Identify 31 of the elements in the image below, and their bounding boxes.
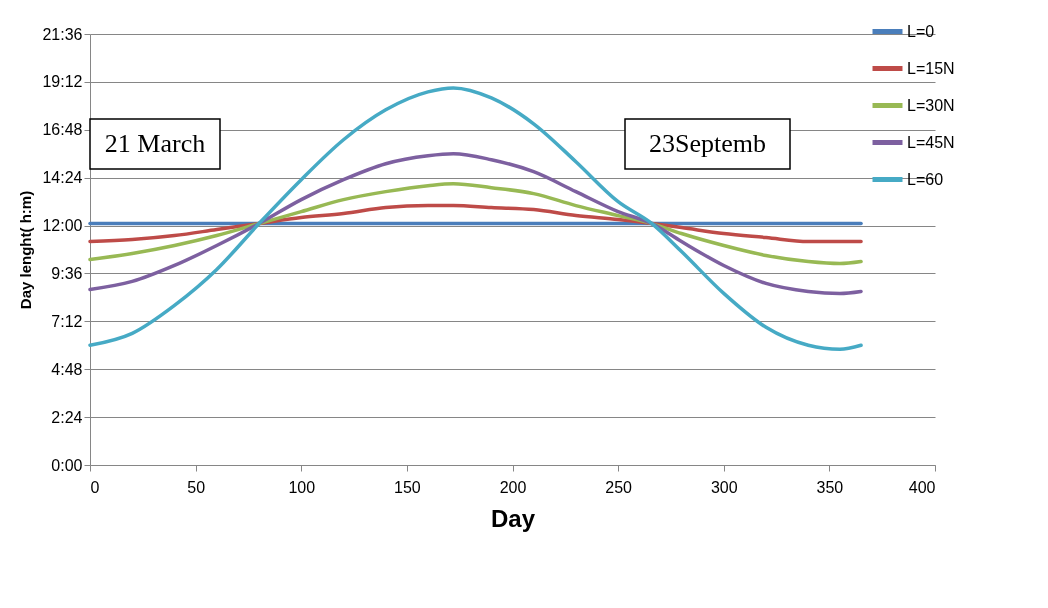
x-tick-label: 100: [288, 478, 316, 496]
y-tick-label: 16:48: [42, 121, 83, 139]
legend-label: L=30N: [907, 96, 955, 114]
line-series: [88, 203, 863, 244]
x-tick-label: 400: [908, 478, 936, 496]
y-tick-label: 9:36: [51, 264, 83, 282]
legend-label: L=15N: [907, 59, 955, 77]
y-tick-label: 4:48: [51, 360, 83, 378]
annotation: 23Septemb: [649, 129, 766, 158]
y-tick-label: 7:12: [51, 312, 83, 330]
x-axis-title: Day: [490, 504, 536, 532]
legend-label: L=0: [907, 22, 935, 40]
y-tick-label: 2:24: [51, 408, 83, 426]
annotation: 21 March: [104, 129, 206, 158]
x-tick-label: 300: [710, 478, 738, 496]
y-tick-label: 14:24: [42, 169, 83, 187]
y-tick-label: 19:12: [42, 73, 83, 91]
legend-label: L=45N: [907, 133, 955, 151]
y-tick-label: 12:00: [42, 217, 83, 235]
y-axis-title: Day lenght( h:m): [17, 190, 35, 310]
x-tick-label: 150: [394, 478, 421, 496]
line-series: [88, 181, 863, 266]
x-tick-label: 50: [187, 478, 206, 496]
x-tick-label: 350: [816, 478, 844, 496]
y-tick-label: 21:36: [42, 25, 83, 43]
y-tick-label: 0:00: [51, 456, 83, 474]
x-tick-label: 0: [90, 478, 100, 496]
x-tick-label: 250: [605, 478, 633, 496]
x-tick-label: 200: [499, 478, 527, 496]
line-series: [88, 86, 863, 352]
legend-label: L=60: [907, 170, 944, 188]
